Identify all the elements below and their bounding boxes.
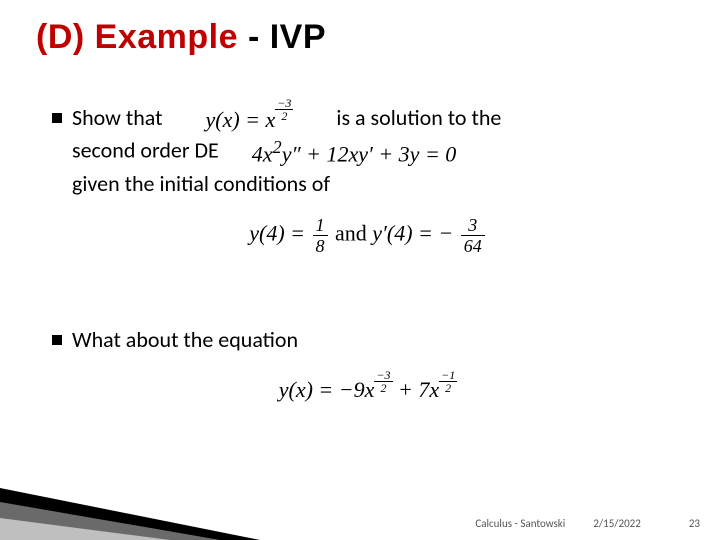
- ic-y4-frac: 18: [313, 216, 328, 255]
- eq2-exp1: −32: [374, 369, 392, 394]
- ic-yp4-frac: 364: [461, 216, 485, 255]
- title-rest: - IVP: [238, 18, 326, 56]
- eq-solution: y(x) = x−32: [206, 105, 294, 135]
- eq1-exponent: −32: [275, 97, 293, 122]
- ic-y4-label: y(4) =: [249, 221, 305, 246]
- slide: (D) Example - IVP Show that y(x) = x−32 …: [0, 0, 720, 540]
- eq-de: 4x2y″ + 12xy′ + 3y = 0: [252, 135, 457, 169]
- footer-page: 23: [689, 517, 700, 530]
- footer-credit: Calculus - Santowski: [475, 517, 565, 530]
- eq1-base: y(x) = x: [206, 107, 276, 132]
- ic-and: and: [335, 221, 372, 246]
- footer: Calculus - Santowski 2/15/2022 23: [475, 517, 700, 530]
- bullet-1: Show that y(x) = x−32 is a solution to t…: [52, 103, 684, 198]
- corner-decoration: [0, 440, 260, 540]
- bullet1-mid-b: second order DE: [72, 136, 219, 163]
- slide-body: Show that y(x) = x−32 is a solution to t…: [36, 103, 684, 403]
- bullet1-tail: given the initial conditions of: [72, 170, 330, 197]
- initial-conditions: y(4) = 18 and y′(4) = − 364: [52, 216, 684, 255]
- bullet1-lead: Show that: [72, 104, 168, 131]
- bullet2-lead: What about the equation: [72, 326, 298, 353]
- eq2-lhs: y(x) = −9x: [279, 377, 375, 402]
- bullet1-mid-a: is a solution to the: [336, 104, 501, 131]
- footer-date: 2/15/2022: [593, 517, 641, 530]
- eq2-exp2: −12: [439, 369, 457, 394]
- eq-alt-solution: y(x) = −9x−32 + 7x−12: [52, 377, 684, 403]
- eq2-plus: + 7x: [393, 377, 440, 402]
- bullet-2: What about the equation: [52, 325, 684, 355]
- slide-title: (D) Example - IVP: [36, 18, 684, 57]
- ic-yp4-label: y′(4) = −: [372, 221, 453, 246]
- title-accent: (D) Example: [36, 18, 238, 56]
